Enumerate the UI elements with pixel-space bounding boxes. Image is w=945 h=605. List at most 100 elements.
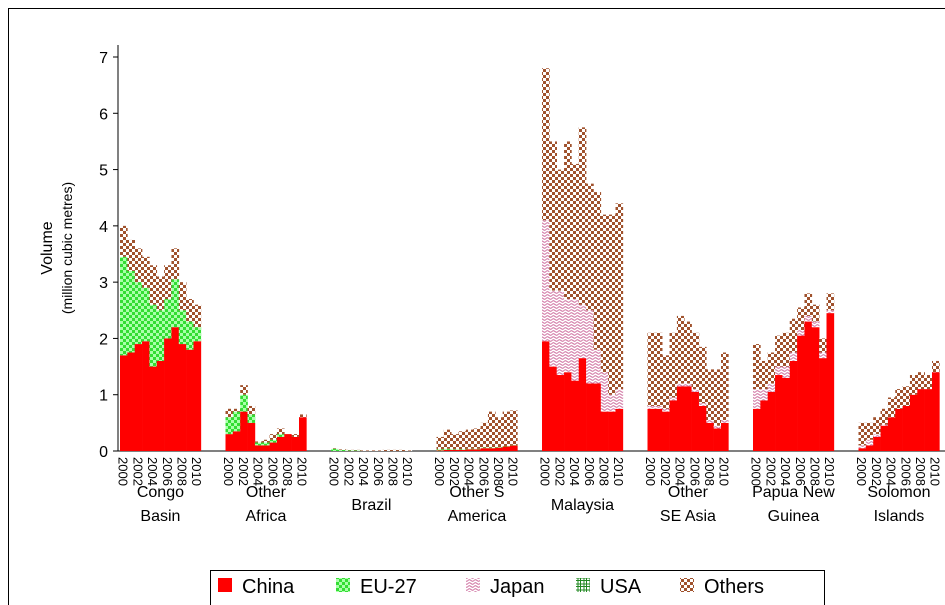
bar-segment: [909, 394, 918, 451]
bar-segment: [193, 304, 202, 328]
bar-segment: [142, 287, 150, 342]
x-tick-label: 2004: [884, 457, 899, 486]
bar-segment: [706, 420, 714, 423]
bar-segment: [826, 313, 835, 451]
bar-segment: [487, 411, 496, 448]
x-tick-label: 2004: [778, 457, 793, 486]
bar-segment: [662, 408, 670, 412]
group-label: SE Asia: [660, 508, 716, 525]
bar-segment: [917, 372, 925, 390]
bar-segment: [510, 445, 518, 451]
x-tick-label: 2002: [236, 457, 251, 486]
bar-segment: [753, 389, 761, 409]
x-tick-label: 2004: [567, 457, 582, 486]
bar-segment: [819, 352, 827, 359]
bar-segment: [338, 449, 346, 450]
bar-segment: [753, 408, 761, 451]
bar-segment: [451, 434, 459, 450]
x-tick-label: 2000: [643, 457, 658, 486]
group-label: Guinea: [768, 508, 820, 525]
x-tick-label: 2004: [251, 457, 266, 486]
bar-segment: [345, 450, 354, 451]
bar-segment: [193, 341, 202, 451]
bar-segment: [164, 299, 172, 339]
bar-segment: [232, 411, 241, 432]
bar-segment: [767, 391, 776, 451]
bar-segment: [510, 444, 518, 446]
group-label: Other: [668, 484, 709, 501]
x-tick-label: 2000: [116, 457, 131, 486]
bar-segment: [865, 439, 874, 446]
legend-label: Others: [704, 576, 764, 598]
bar-segment: [811, 327, 820, 451]
bar-segment: [186, 349, 194, 451]
bar-segment: [654, 408, 663, 451]
bar-segment: [789, 318, 798, 353]
y-tick-label: 6: [99, 106, 108, 123]
bar-segment: [895, 408, 903, 451]
bar-segment: [880, 424, 889, 426]
bar-segment: [240, 411, 248, 451]
bar-segment: [804, 315, 813, 322]
bar-segment: [564, 141, 572, 300]
x-tick-label: 2006: [476, 457, 491, 486]
bar-segment: [684, 386, 692, 451]
bar-segment: [397, 449, 405, 451]
x-tick-label: 2004: [462, 457, 477, 486]
bar-segment: [698, 403, 707, 406]
bar-segment: [284, 434, 292, 451]
group-label: Basin: [140, 508, 180, 525]
bar-segment: [797, 335, 805, 451]
group-label: Malaysia: [551, 497, 614, 514]
bar-segment: [436, 449, 445, 451]
bar-segment: [873, 436, 881, 451]
bar-segment: [262, 439, 270, 443]
bar-segment: [487, 447, 496, 449]
bar-segment: [775, 335, 783, 367]
bar-segment: [436, 450, 445, 451]
bar-segment: [804, 293, 813, 316]
legend-swatch: [576, 578, 590, 592]
bar-segment: [134, 344, 143, 451]
bar-segment: [269, 442, 278, 451]
bar-segment: [578, 304, 587, 359]
bar-segment: [120, 256, 128, 356]
bar-segment: [713, 369, 722, 426]
bar-segment: [480, 448, 489, 451]
bar-segment: [127, 239, 135, 271]
bar-segment: [811, 321, 820, 328]
bar-segment: [156, 310, 165, 361]
bar-segment: [510, 410, 518, 445]
x-tick-label: 2000: [432, 457, 447, 486]
bar-segment: [917, 389, 925, 451]
bar-segment: [276, 434, 285, 437]
legend-swatch: [680, 578, 694, 592]
x-tick-label: 2002: [447, 457, 462, 486]
bar-segment: [502, 411, 511, 446]
bar-segment: [232, 408, 241, 412]
bar-segment: [389, 449, 398, 451]
bar-segment: [549, 141, 557, 291]
bar-segment: [291, 434, 300, 437]
bar-segment: [858, 422, 867, 446]
bar-segment: [465, 429, 474, 449]
bar-segment: [902, 386, 911, 406]
bar-segment: [331, 448, 339, 449]
bar-segment: [669, 400, 678, 451]
bar-segment: [149, 265, 158, 305]
bar-segment: [404, 450, 413, 451]
bar-segment: [225, 434, 234, 451]
bar-segment: [698, 346, 707, 404]
group-label: Papua New: [752, 484, 835, 501]
bar-segment: [902, 405, 911, 451]
bar-segment: [164, 338, 172, 451]
bar-segment: [480, 447, 489, 449]
group-label: Other S: [449, 484, 504, 501]
bar-segment: [684, 321, 692, 384]
bar-segment: [276, 428, 285, 435]
bar-segment: [647, 332, 656, 406]
bar-segment: [826, 310, 835, 314]
bar-segment: [186, 299, 194, 322]
bar-segment: [262, 445, 270, 451]
y-tick-label: 0: [99, 444, 108, 461]
